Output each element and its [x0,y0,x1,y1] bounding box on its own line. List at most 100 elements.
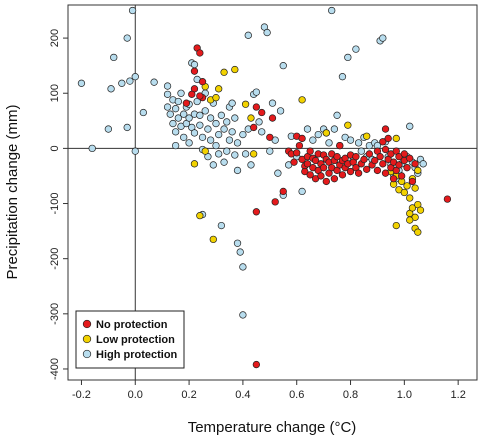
data-point [258,128,266,136]
data-point [174,114,182,122]
data-point [406,194,414,202]
data-point [293,149,301,157]
y-tick-label: 200 [49,29,61,47]
data-point [185,114,193,122]
data-point [215,85,223,93]
data-point [298,187,306,196]
data-point [376,153,384,161]
data-point [196,121,204,129]
data-point [107,85,115,93]
data-point [126,77,134,85]
data-point [406,216,414,224]
data-point [384,134,392,143]
data-point [266,133,274,142]
data-point [333,111,341,119]
data-point [258,108,266,117]
data-point [217,111,226,119]
data-point [268,99,277,107]
data-point [317,172,325,180]
data-point [180,110,188,118]
data-point [233,166,242,175]
data-point [239,311,247,319]
data-point [239,263,247,271]
x-tick-label: 0.0 [128,389,143,401]
data-point [274,169,282,177]
data-point [419,160,427,168]
data-point [408,204,417,212]
data-point [171,128,180,136]
data-point [220,68,228,76]
data-point [139,108,147,117]
data-point [247,114,255,122]
data-point [169,119,177,128]
data-point [290,158,298,166]
data-point [198,78,207,86]
data-point [190,160,199,168]
x-tick-label: 0.2 [181,389,196,401]
data-point [338,73,347,81]
data-point [403,164,411,172]
data-point [77,79,86,87]
data-point [252,88,261,96]
data-point [303,125,312,133]
y-tick-label: -400 [49,358,61,380]
data-point [279,187,287,196]
data-point [411,160,419,168]
data-point [354,139,363,147]
data-point [190,60,199,69]
data-point [330,125,339,133]
x-tick-label: -0.2 [72,389,91,401]
data-point [233,239,242,247]
data-point [231,65,239,74]
data-point [209,235,217,244]
data-point [163,103,172,111]
data-point [231,114,239,122]
data-point [180,133,188,142]
data-point [190,129,199,137]
data-point [389,175,398,183]
data-point [239,130,247,139]
data-point [352,45,360,53]
data-point [201,107,209,115]
data-point [177,89,185,97]
data-point [392,221,400,230]
data-point [354,169,363,177]
data-point [247,161,255,169]
data-point [266,147,274,155]
data-point [403,182,411,190]
data-point [196,92,204,100]
data-point [225,136,234,144]
data-point [319,164,328,172]
data-point [171,141,180,150]
data-point [395,161,403,169]
data-point [190,67,199,75]
legend-label-high-protection: High protection [96,349,178,361]
data-point [241,100,250,108]
data-point [188,90,196,98]
data-point [252,208,261,216]
data-point [298,96,306,104]
data-point [306,171,314,179]
data-point [357,147,365,155]
x-tick-label: 0.8 [343,389,358,401]
data-point [398,172,406,180]
legend-marker-no-protection [82,319,92,329]
data-point [131,147,139,155]
x-tick-label: 0.4 [235,389,250,401]
data-point [231,151,239,159]
data-point [252,360,261,369]
data-point [196,212,204,220]
data-point [314,130,322,139]
data-point [360,155,368,164]
x-axis-title: Temperature change (°C) [188,419,357,436]
data-point [381,125,390,133]
data-point [325,139,333,147]
data-point [110,53,118,62]
data-point [201,147,209,155]
data-point [381,169,390,177]
data-point [416,206,425,214]
data-point [414,228,422,236]
legend-label-no-protection: No protection [96,319,168,331]
data-point [212,141,220,150]
